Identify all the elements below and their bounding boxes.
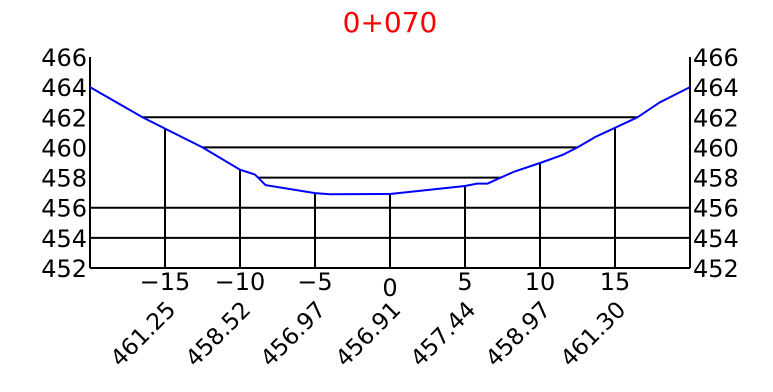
elevation-label: 461.30 — [556, 297, 631, 372]
elevation-labels: 461.25 458.52 456.97 456.91 457.44 458.97 461.… — [106, 297, 631, 372]
y-tick-label-left: 454 — [41, 225, 87, 253]
elevation-label: 456.97 — [256, 297, 331, 372]
x-tick-label: 0 — [382, 274, 397, 302]
x-tick-labels: −15 −10 −5 0 5 10 15 — [140, 268, 631, 302]
y-tick-label-left: 464 — [41, 74, 87, 102]
ground-profile-line — [89, 86, 691, 196]
y-tick-label-right: 454 — [693, 225, 739, 253]
y-tick-label-right: 456 — [693, 195, 739, 223]
y-tick-label-right: 462 — [693, 104, 739, 132]
y-tick-label-left: 452 — [41, 255, 87, 283]
y-tick-label-right: 460 — [693, 134, 739, 162]
y-tick-label-left: 460 — [41, 134, 87, 162]
y-tick-label-left: 458 — [41, 165, 87, 193]
elevation-label: 458.97 — [481, 297, 556, 372]
chart-title: 0+070 — [343, 6, 438, 39]
grid — [90, 116, 690, 268]
x-tick-label: 10 — [525, 268, 556, 296]
y-tick-label-right: 458 — [693, 165, 739, 193]
y-tick-label-right: 464 — [693, 74, 739, 102]
x-tick-label: −5 — [297, 268, 332, 296]
elevation-label: 461.25 — [106, 297, 181, 372]
elevation-label: 458.52 — [181, 297, 256, 372]
elevation-label: 456.91 — [331, 297, 406, 372]
x-tick-label: 5 — [457, 268, 472, 296]
axes — [89, 57, 691, 269]
y-tick-label-left: 462 — [41, 104, 87, 132]
y-tick-label-left: 466 — [41, 44, 87, 72]
x-tick-label: 15 — [600, 268, 631, 296]
y-tick-label-right: 466 — [693, 44, 739, 72]
y-tick-label-left: 456 — [41, 195, 87, 223]
y-tick-label-right: 452 — [693, 255, 739, 283]
elevation-label: 457.44 — [406, 297, 481, 372]
x-tick-label: −15 — [140, 268, 191, 296]
x-tick-label: −10 — [215, 268, 266, 296]
profile — [89, 86, 691, 196]
